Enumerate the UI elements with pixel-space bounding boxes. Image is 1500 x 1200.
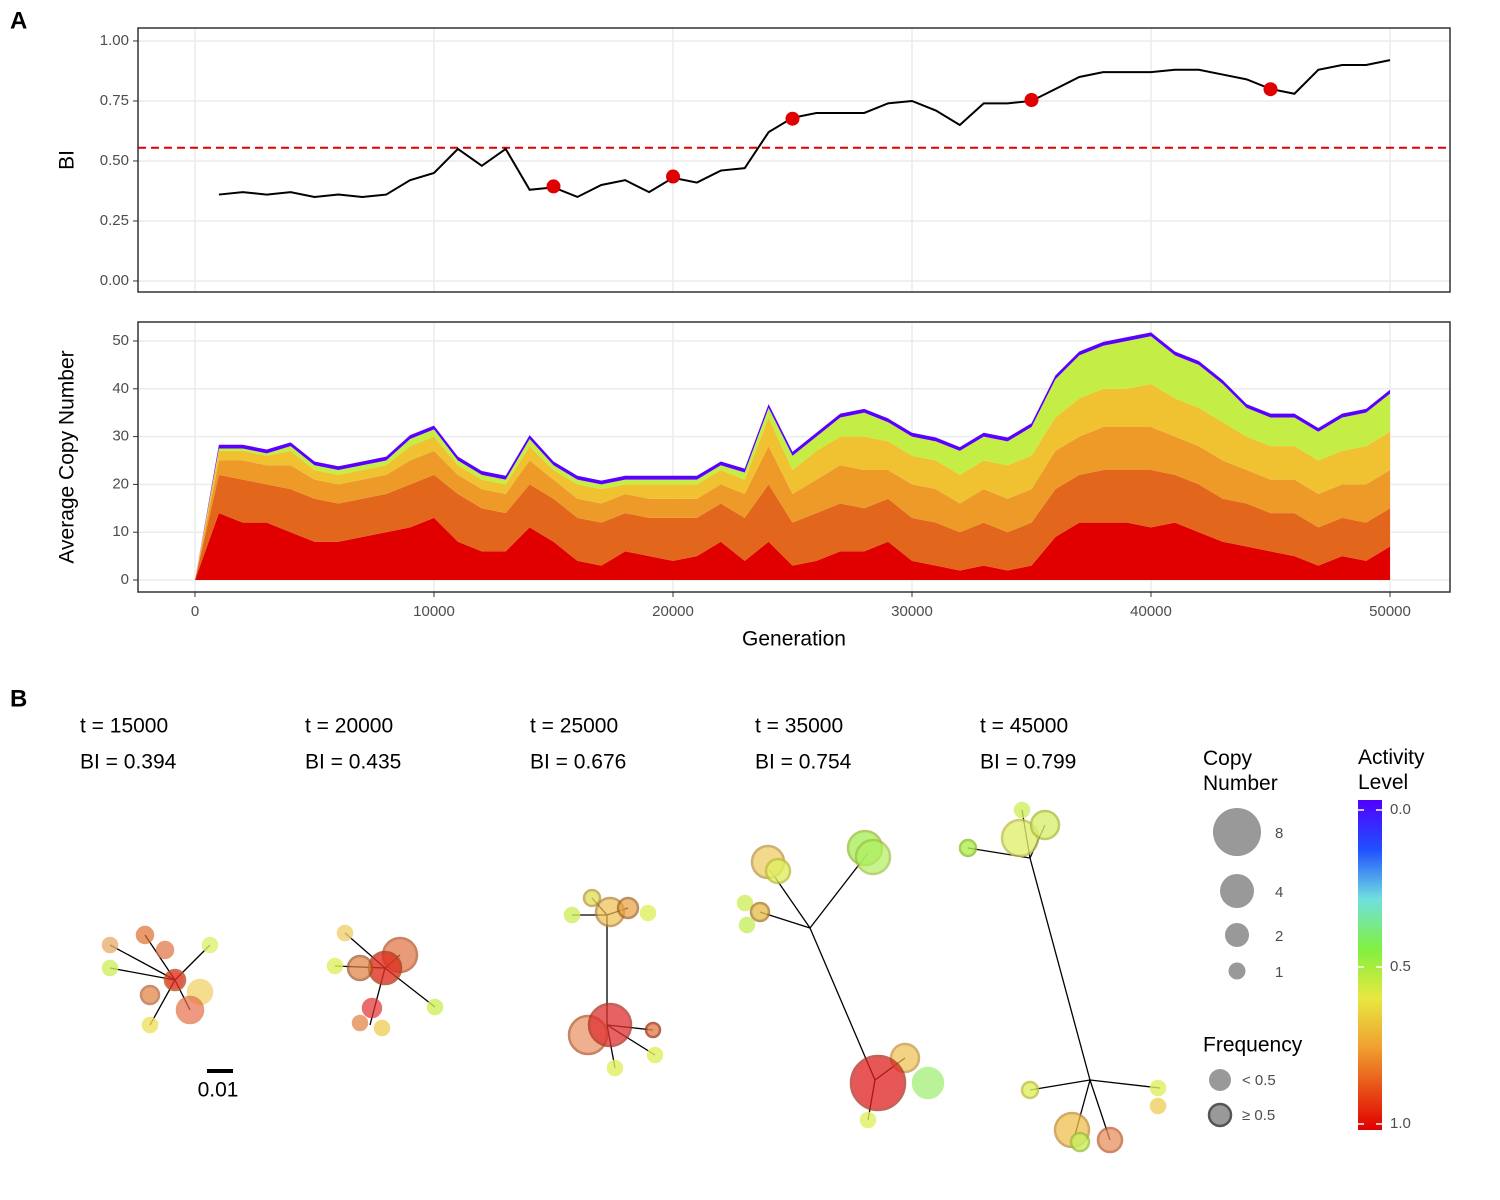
legend-title: Frequency [1203, 1034, 1303, 1057]
x-tick-label: 50000 [1369, 603, 1411, 620]
tree [101, 925, 219, 1034]
legend-label: 2 [1275, 928, 1283, 945]
y-tick-label: 0.75 [100, 92, 129, 109]
legend-label: 1 [1275, 964, 1283, 981]
y-tick-label: 0 [121, 571, 129, 588]
colorbar-label: 0.5 [1390, 958, 1411, 975]
tree [326, 924, 444, 1037]
y-axis-title: BI [56, 150, 79, 170]
point [546, 179, 561, 194]
x-tick-label: 30000 [891, 603, 933, 620]
snapshot-bi: BI = 0.394 [80, 751, 177, 774]
snapshot-time: t = 20000 [305, 715, 393, 738]
plot-border [137, 27, 1451, 293]
plot-border [137, 321, 1451, 593]
legend-swatch [1207, 1102, 1233, 1128]
plot-area [138, 28, 1450, 292]
area [195, 427, 1391, 581]
point [785, 111, 800, 126]
line [218, 59, 1391, 199]
snapshot-time: t = 35000 [755, 715, 843, 738]
x-tick-label: 40000 [1130, 603, 1172, 620]
x-axis-title: Generation [742, 628, 846, 651]
area [195, 384, 1391, 581]
point [1263, 82, 1278, 97]
colorbar [1358, 800, 1382, 1130]
legend-label: 8 [1275, 825, 1283, 842]
legend-size [1224, 922, 1250, 948]
snapshot-bi: BI = 0.799 [980, 751, 1076, 774]
y-tick-label: 10 [112, 523, 129, 540]
y-tick-label: 0.25 [100, 212, 129, 229]
snapshot-bi: BI = 0.754 [755, 751, 852, 774]
panel-label: B [10, 685, 27, 712]
y-tick-label: 40 [112, 380, 129, 397]
scale-bar-label: 0.01 [198, 1079, 239, 1102]
colorbar-title: Activity Level [1358, 746, 1425, 794]
y-tick-label: 0.50 [100, 152, 129, 169]
area [195, 470, 1391, 581]
panel-label: A [10, 7, 27, 34]
snapshot-time: t = 15000 [80, 715, 168, 738]
point [1024, 93, 1039, 107]
area [195, 513, 1391, 581]
colorbar-label: 0.0 [1390, 801, 1411, 818]
point [666, 169, 681, 184]
snapshot-bi: BI = 0.435 [305, 751, 401, 774]
snapshot-time: t = 25000 [530, 715, 618, 738]
legend-label: 4 [1275, 884, 1283, 901]
y-axis-title: Average Copy Number [56, 350, 79, 563]
snapshot-time: t = 45000 [980, 715, 1068, 738]
tree [563, 888, 664, 1077]
snapshot-bi: BI = 0.676 [530, 751, 626, 774]
y-tick-label: 1.00 [100, 32, 129, 49]
legend-title: Copy Number [1203, 747, 1278, 795]
legend-label: ≥ 0.5 [1242, 1107, 1275, 1124]
legend-size [1212, 807, 1262, 857]
legend-label: < 0.5 [1242, 1072, 1276, 1089]
y-tick-label: 20 [112, 475, 129, 492]
legend-swatch [1209, 1069, 1231, 1091]
legend-size [1220, 874, 1254, 908]
tree [736, 829, 945, 1129]
x-tick-label: 10000 [413, 603, 455, 620]
tree [958, 801, 1167, 1154]
legend-size [1228, 962, 1246, 980]
colorbar-label: 1.0 [1390, 1115, 1411, 1132]
area [195, 336, 1391, 581]
x-tick-label: 0 [191, 603, 199, 620]
y-tick-label: 50 [112, 332, 129, 349]
y-tick-label: 30 [112, 428, 129, 445]
x-tick-label: 20000 [652, 603, 694, 620]
y-tick-label: 0.00 [100, 272, 129, 289]
